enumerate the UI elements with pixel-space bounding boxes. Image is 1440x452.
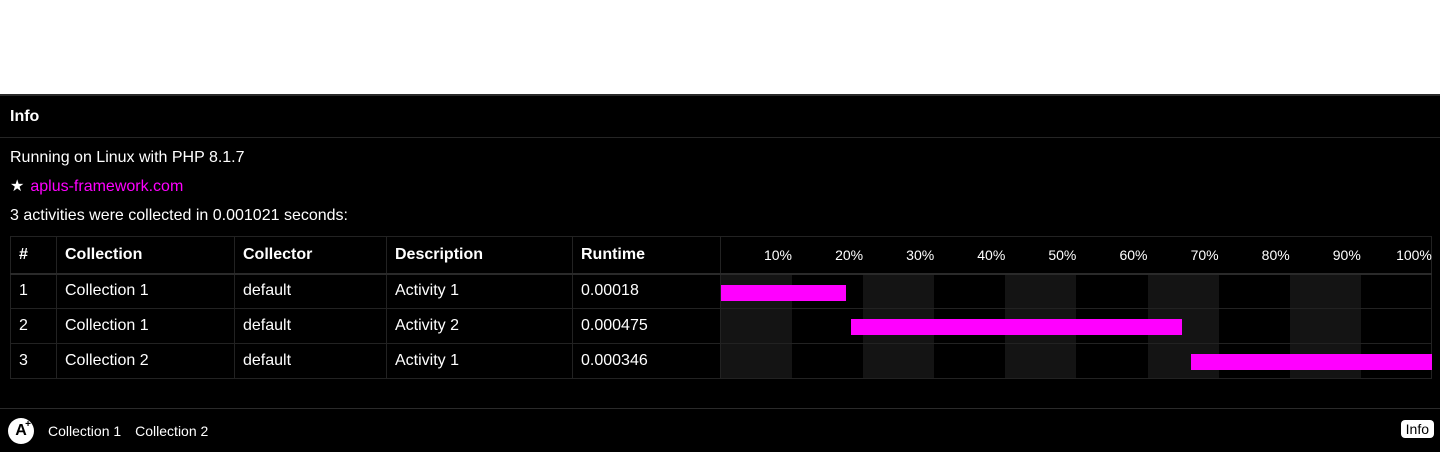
debugbar: Info Running on Linux with PHP 8.1.7 ★ ap…: [0, 94, 1440, 452]
row-number: 3: [10, 343, 57, 379]
row-timeline: [720, 273, 1432, 309]
timeline-tick: 50%: [1048, 247, 1077, 263]
table-header-row: # Collection Collector Description Runti…: [10, 236, 1432, 275]
row-number: 1: [10, 273, 57, 309]
row-timeline: [720, 343, 1432, 379]
timeline-tick: 40%: [977, 247, 1006, 263]
row-description: Activity 2: [386, 308, 573, 344]
panel-header: Info: [0, 96, 1440, 138]
row-runtime: 0.000346: [572, 343, 721, 379]
aplus-logo-icon[interactable]: A +: [8, 417, 34, 444]
header-runtime: Runtime: [572, 236, 721, 275]
timeline-tick: 60%: [1119, 247, 1148, 263]
row-collector: default: [234, 308, 387, 344]
timeline-tick: 100%: [1396, 247, 1432, 263]
timeline-tick: 80%: [1261, 247, 1290, 263]
runtime-bar: [851, 319, 1182, 335]
row-collection: Collection 1: [56, 273, 235, 309]
runtime-bar: [1190, 354, 1432, 370]
timeline-header: 10% 20% 30% 40% 50% 60% 70% 80% 90% 100%: [720, 236, 1432, 275]
timeline-tick: 10%: [763, 247, 792, 263]
footer-link-collection-2[interactable]: Collection 2: [135, 422, 209, 439]
panel-title: Info: [10, 107, 40, 125]
info-button[interactable]: Info: [1400, 420, 1434, 438]
row-collection: Collection 2: [56, 343, 235, 379]
summary-text: 3 activities were collected in 0.001021 …: [10, 207, 348, 224]
timeline-tick: 90%: [1332, 247, 1361, 263]
timeline-tick: 20%: [835, 247, 864, 263]
row-description: Activity 1: [386, 273, 573, 309]
row-number: 2: [10, 308, 57, 344]
footer-toolbar: A + Collection 1 Collection 2 Info: [0, 408, 1440, 452]
row-timeline: [720, 308, 1432, 344]
activities-table: # Collection Collector Description Runti…: [10, 236, 1432, 379]
row-collection: Collection 1: [56, 308, 235, 344]
website-link[interactable]: aplus-framework.com: [30, 178, 184, 195]
row-collector: default: [234, 273, 387, 309]
table-row: 3 Collection 2 default Activity 1 0.000346: [10, 343, 1432, 379]
table-row: 2 Collection 1 default Activity 2 0.000475: [10, 308, 1432, 344]
panel-body: Running on Linux with PHP 8.1.7 ★ aplus-f…: [0, 138, 1440, 379]
header-description: Description: [386, 236, 573, 275]
timeline-tick: 30%: [906, 247, 935, 263]
timeline-tick: 70%: [1190, 247, 1219, 263]
runtime-bar: [721, 284, 847, 301]
table-row: 1 Collection 1 default Activity 1 0.00018: [10, 273, 1432, 309]
running-info: Running on Linux with PHP 8.1.7: [10, 149, 245, 166]
row-description: Activity 1: [386, 343, 573, 379]
header-collection: Collection: [56, 236, 235, 275]
row-runtime: 0.000475: [572, 308, 721, 344]
website-line: ★ aplus-framework.com: [10, 177, 1430, 206]
header-number: #: [10, 236, 57, 275]
star-icon: ★: [10, 178, 25, 195]
row-collector: default: [234, 343, 387, 379]
header-collector: Collector: [234, 236, 387, 275]
footer-link-collection-1[interactable]: Collection 1: [48, 422, 122, 439]
row-runtime: 0.00018: [572, 273, 721, 309]
